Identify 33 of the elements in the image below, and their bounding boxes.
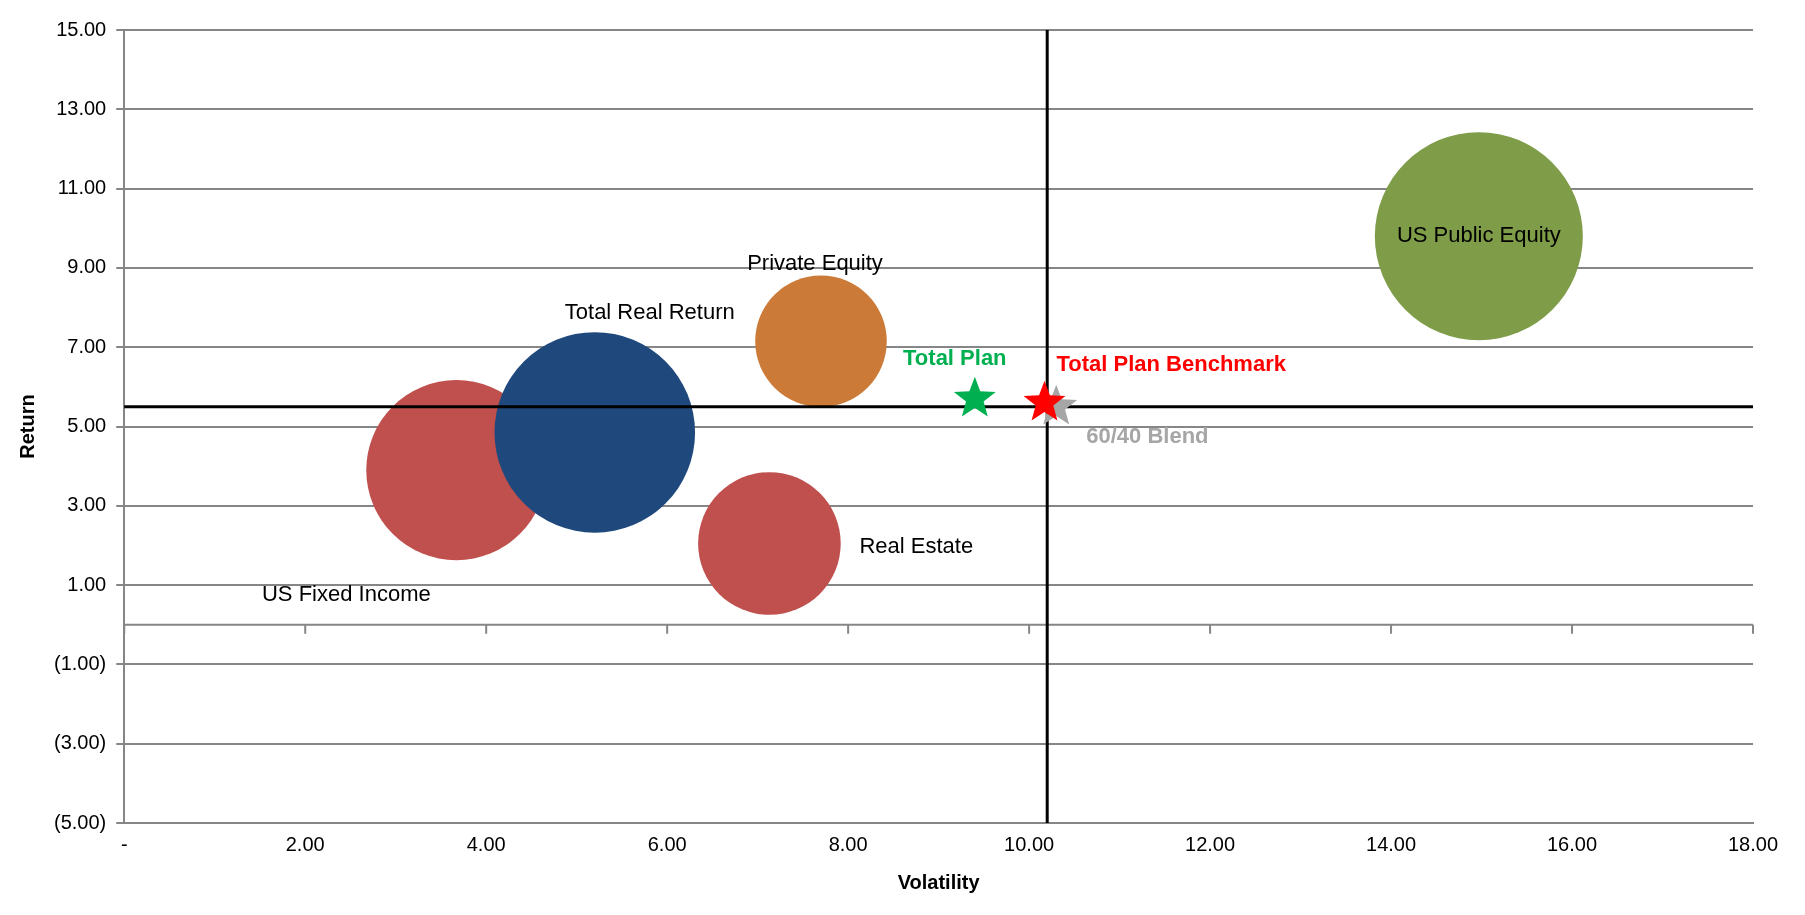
series-label: US Fixed Income xyxy=(261,581,431,607)
x-tick-label: 2.00 xyxy=(285,832,325,855)
series-label: Total Real Return xyxy=(564,298,735,324)
x-tick-label: 18.00 xyxy=(1727,832,1779,855)
point xyxy=(1023,380,1066,421)
y-tick-label: (5.00) xyxy=(54,810,107,833)
y-tick-label: 7.00 xyxy=(67,334,107,357)
series-label: 60/40 Blend xyxy=(1086,422,1209,448)
y-tick-label: 1.00 xyxy=(67,572,107,595)
x-tick-label: 16.00 xyxy=(1547,832,1598,855)
y-tick-label: 9.00 xyxy=(67,255,107,278)
x-tick-label: 8.00 xyxy=(828,832,868,855)
series-label: Real Estate xyxy=(859,532,974,558)
y-tick-label: 11.00 xyxy=(57,176,107,199)
y-tick-label: (1.00) xyxy=(54,651,107,674)
x-tick-label: 10.00 xyxy=(1004,832,1055,855)
y-axis-title: Return xyxy=(15,394,38,459)
y-tick-label: 5.00 xyxy=(67,414,107,437)
series-label: US Public Equity xyxy=(1396,222,1561,248)
y-tick-label: 15.00 xyxy=(56,17,107,40)
x-tick-label: 6.00 xyxy=(647,832,687,855)
x-tick-label: 12.00 xyxy=(1185,832,1236,855)
x-tick-label: 4.00 xyxy=(466,832,506,855)
point xyxy=(953,376,996,417)
series-label: Total Plan Benchmark xyxy=(1056,350,1287,376)
y-tick-label: 3.00 xyxy=(67,493,107,516)
series-label: Total Plan xyxy=(903,344,1007,370)
x-tick-label: - xyxy=(120,832,128,855)
x-tick-label: 14.00 xyxy=(1366,832,1417,855)
x-axis-title: Volatility xyxy=(897,870,981,893)
y-tick-label: (3.00) xyxy=(54,731,107,754)
y-tick-label: 13.00 xyxy=(56,96,107,119)
series-label: Private Equity xyxy=(747,250,883,276)
